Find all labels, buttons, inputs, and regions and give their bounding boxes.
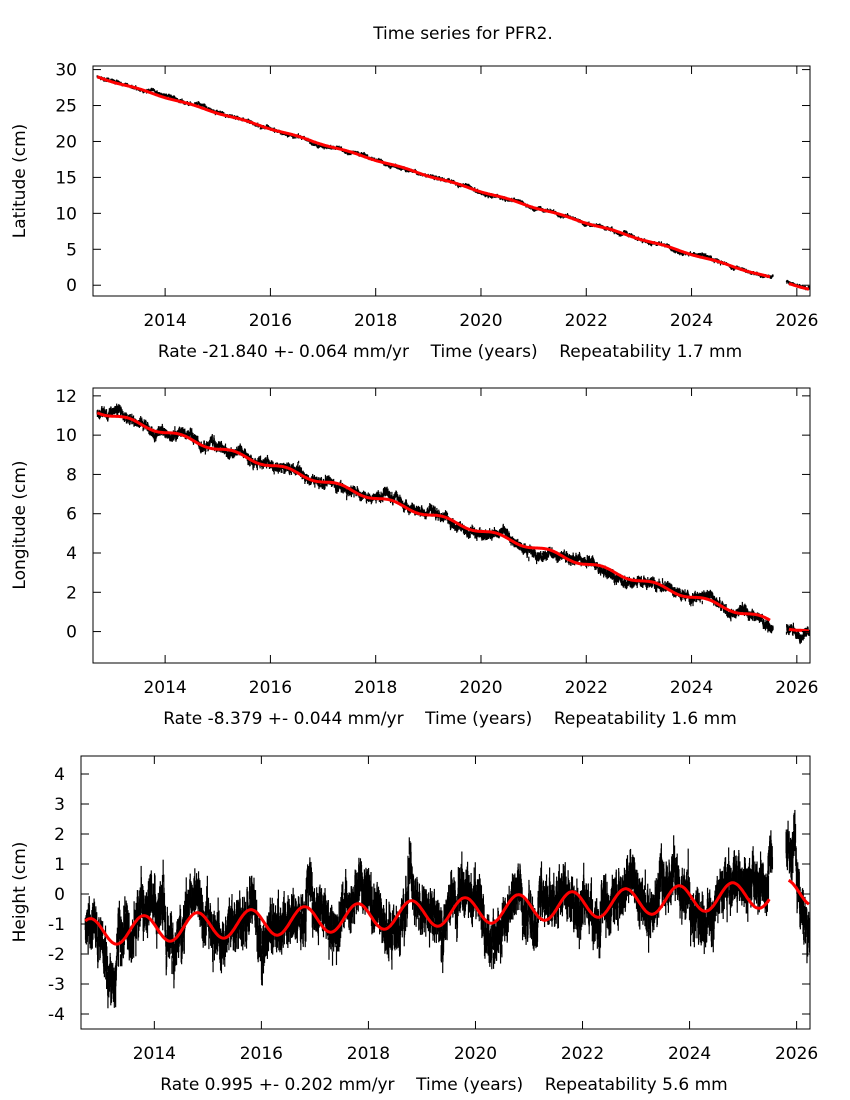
x-tick-label: 2020 xyxy=(459,311,502,331)
x-tick-label: 2026 xyxy=(775,311,818,331)
y-tick-label: 5 xyxy=(66,240,77,260)
x-tick-label: 2024 xyxy=(670,311,713,331)
y-tick-label: 15 xyxy=(55,168,77,188)
x-tick-label: 2014 xyxy=(143,311,186,331)
y-tick-label: 25 xyxy=(55,97,77,117)
y-tick-label: 30 xyxy=(55,61,77,81)
longitude-y-label: Longitude (cm) xyxy=(10,460,30,589)
longitude-panel: Longitude (cm) Rate -8.379 +- 0.044 mm/y… xyxy=(10,387,818,729)
latitude-plot-frame xyxy=(92,65,811,297)
longitude-observations xyxy=(96,403,811,645)
longitude-x-label: Rate -8.379 +- 0.044 mm/yr Time (years) … xyxy=(163,709,737,729)
latitude-panel: Latitude (cm) Rate -21.840 +- 0.064 mm/y… xyxy=(10,61,818,362)
latitude-x-label: Rate -21.840 +- 0.064 mm/yr Time (years)… xyxy=(158,342,742,362)
x-tick-label: 2016 xyxy=(249,311,292,331)
latitude-model-line xyxy=(788,282,810,291)
y-tick-label: 10 xyxy=(55,204,77,224)
figure-title: Time series for PFR2. xyxy=(372,24,553,44)
y-tick-label: 0 xyxy=(66,276,77,296)
latitude-y-label: Latitude (cm) xyxy=(10,124,30,239)
x-tick-label: 2018 xyxy=(354,311,397,331)
y-tick-label: 20 xyxy=(55,132,77,152)
x-tick-label: 2022 xyxy=(565,311,608,331)
latitude-model-line xyxy=(96,75,771,279)
